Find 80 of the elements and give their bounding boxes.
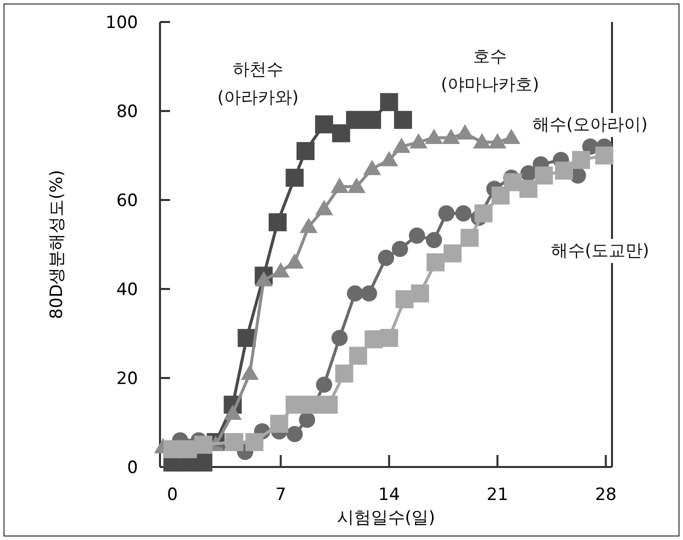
point xyxy=(504,173,522,192)
point xyxy=(426,253,445,272)
point xyxy=(534,166,553,185)
y-tick-label: 100 xyxy=(106,13,138,33)
y-tick-label: 80 xyxy=(116,102,138,122)
point xyxy=(349,346,368,365)
point xyxy=(240,364,259,380)
point xyxy=(460,228,479,247)
y-tick-label: 20 xyxy=(116,369,138,389)
y-tick-label: 0 xyxy=(127,458,138,478)
point xyxy=(572,150,590,169)
y-axis-title: 80D생분해성도(%) xyxy=(47,170,67,320)
point xyxy=(455,205,472,222)
point xyxy=(394,110,412,129)
x-tick-label: 14 xyxy=(378,485,400,505)
point xyxy=(245,433,264,452)
point xyxy=(286,426,303,442)
point xyxy=(363,110,382,129)
text: 호수 (야마나카호) xyxy=(440,47,540,95)
point xyxy=(194,454,212,472)
text: 해수(도교만) xyxy=(550,241,650,261)
point xyxy=(396,290,414,308)
point xyxy=(380,150,398,166)
point xyxy=(363,160,382,176)
y-tick-label: 40 xyxy=(116,280,138,300)
point xyxy=(444,244,462,262)
point xyxy=(426,232,442,248)
point xyxy=(254,271,273,286)
x-tick-label: 28 xyxy=(594,485,617,505)
y-tick-label: 60 xyxy=(116,191,138,211)
point xyxy=(392,138,410,153)
point xyxy=(296,142,315,160)
series-label: 해수(오아라이) xyxy=(532,115,648,135)
x-tick-label: 7 xyxy=(275,485,286,505)
point xyxy=(346,110,364,129)
point xyxy=(378,250,394,266)
x-tick-label: 0 xyxy=(166,485,178,505)
point xyxy=(346,285,364,302)
x-axis-title: 시험일수(일) xyxy=(336,508,436,528)
point xyxy=(320,396,338,414)
x-tick-label: 21 xyxy=(486,485,508,505)
point xyxy=(335,364,354,383)
point xyxy=(315,115,334,134)
point xyxy=(502,128,520,144)
point xyxy=(268,213,287,232)
point xyxy=(555,162,574,180)
point xyxy=(224,404,242,420)
point xyxy=(380,328,398,347)
point xyxy=(474,204,493,222)
point xyxy=(519,180,538,198)
point xyxy=(488,133,506,148)
point xyxy=(194,436,212,454)
point xyxy=(330,178,349,193)
point xyxy=(410,133,428,148)
point xyxy=(424,128,443,144)
point xyxy=(316,376,332,393)
point xyxy=(298,412,316,428)
point xyxy=(492,186,510,205)
point xyxy=(472,133,491,148)
point xyxy=(348,178,366,193)
point xyxy=(270,414,288,433)
point xyxy=(411,284,430,302)
point xyxy=(286,253,304,269)
point xyxy=(360,285,378,302)
point xyxy=(438,205,454,222)
point xyxy=(315,200,334,216)
point xyxy=(392,240,408,258)
point xyxy=(456,124,474,140)
point xyxy=(408,228,426,244)
point xyxy=(286,396,304,414)
point xyxy=(595,146,614,164)
point xyxy=(300,218,318,233)
point xyxy=(380,93,398,112)
point xyxy=(331,330,348,346)
point xyxy=(225,433,244,452)
point xyxy=(442,128,460,144)
point xyxy=(272,262,290,278)
point xyxy=(286,168,304,187)
point xyxy=(332,124,350,142)
series-label: 하천수 (아라카와) xyxy=(217,60,299,108)
